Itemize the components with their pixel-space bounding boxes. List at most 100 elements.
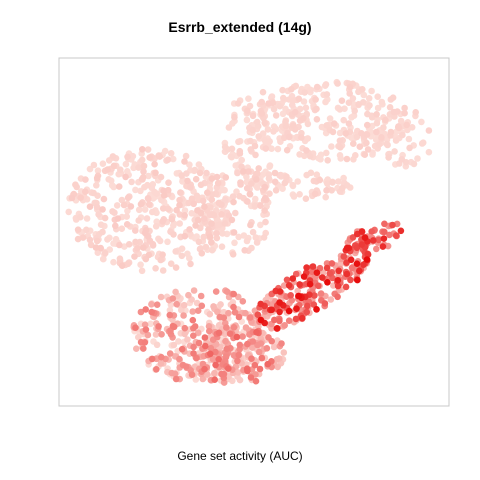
data-point (329, 178, 336, 186)
data-point (226, 330, 234, 338)
data-point (152, 331, 160, 338)
data-point (323, 149, 330, 157)
data-point (200, 233, 207, 241)
data-point (302, 104, 310, 112)
data-point (385, 154, 392, 161)
data-point (172, 375, 180, 383)
data-point (278, 340, 285, 347)
data-point (272, 112, 280, 119)
data-point (373, 245, 380, 253)
data-point (153, 366, 160, 373)
data-point (252, 176, 260, 183)
data-point (236, 341, 244, 349)
data-point (208, 220, 215, 227)
data-point (156, 153, 163, 160)
data-point (141, 321, 149, 329)
data-point (240, 232, 248, 239)
data-point (138, 267, 146, 275)
data-point (373, 111, 380, 118)
data-point (231, 239, 238, 247)
data-point (295, 292, 303, 300)
data-point (129, 152, 137, 160)
data-point (123, 221, 131, 228)
data-point (370, 237, 377, 244)
data-point (270, 128, 277, 135)
data-point (340, 116, 348, 124)
data-point (118, 262, 126, 270)
data-point (187, 260, 194, 268)
data-point (356, 143, 364, 150)
data-point (218, 211, 225, 218)
data-point (338, 97, 346, 104)
data-point (86, 236, 94, 244)
data-point (112, 235, 120, 243)
data-point (232, 209, 239, 217)
data-point (268, 93, 276, 100)
data-point (280, 94, 287, 102)
data-point (201, 334, 209, 341)
data-point (218, 243, 226, 250)
data-point (124, 153, 131, 161)
data-point (235, 138, 242, 146)
data-point (211, 376, 218, 384)
data-point (345, 99, 353, 106)
data-point (301, 89, 309, 96)
data-point (328, 187, 336, 194)
data-point (181, 324, 189, 332)
data-point (326, 270, 334, 277)
data-point (196, 169, 204, 177)
data-point (209, 355, 217, 363)
data-point (207, 344, 215, 352)
data-point (389, 221, 396, 229)
data-point (156, 237, 164, 245)
data-point (193, 354, 200, 362)
data-point (285, 307, 293, 315)
data-point (109, 153, 117, 160)
data-point (158, 331, 165, 338)
data-point (192, 175, 200, 183)
data-point (272, 187, 280, 194)
data-point (132, 186, 139, 194)
data-point (192, 222, 199, 229)
data-point (366, 102, 373, 109)
data-point (186, 226, 193, 233)
data-point (124, 194, 132, 202)
data-point (90, 161, 98, 169)
data-point (230, 198, 237, 206)
data-point (246, 314, 254, 321)
data-point (271, 169, 279, 177)
data-point (105, 176, 112, 183)
data-point (68, 194, 76, 202)
data-point (274, 145, 282, 153)
data-point (118, 225, 126, 232)
data-point (328, 143, 335, 150)
data-point (95, 211, 102, 218)
data-point (135, 217, 142, 224)
data-point (264, 360, 272, 368)
data-point (280, 282, 288, 289)
data-point (311, 292, 318, 299)
data-point (230, 290, 237, 298)
data-point (361, 234, 369, 241)
data-point (266, 162, 274, 169)
data-point (243, 116, 251, 124)
data-point (208, 239, 215, 246)
data-point (394, 108, 401, 115)
data-point (178, 245, 186, 252)
data-point (223, 345, 231, 353)
data-point (296, 191, 303, 198)
data-point (378, 134, 385, 141)
data-point (251, 202, 259, 209)
data-point (113, 202, 121, 209)
data-point (124, 260, 132, 268)
data-point (203, 169, 210, 177)
data-point (398, 156, 406, 163)
data-point (205, 226, 212, 233)
data-point (258, 354, 266, 362)
data-point (280, 134, 288, 142)
data-point (347, 256, 355, 264)
data-point (285, 282, 293, 289)
data-point (225, 309, 232, 317)
data-point (181, 158, 188, 165)
data-point (114, 215, 122, 222)
